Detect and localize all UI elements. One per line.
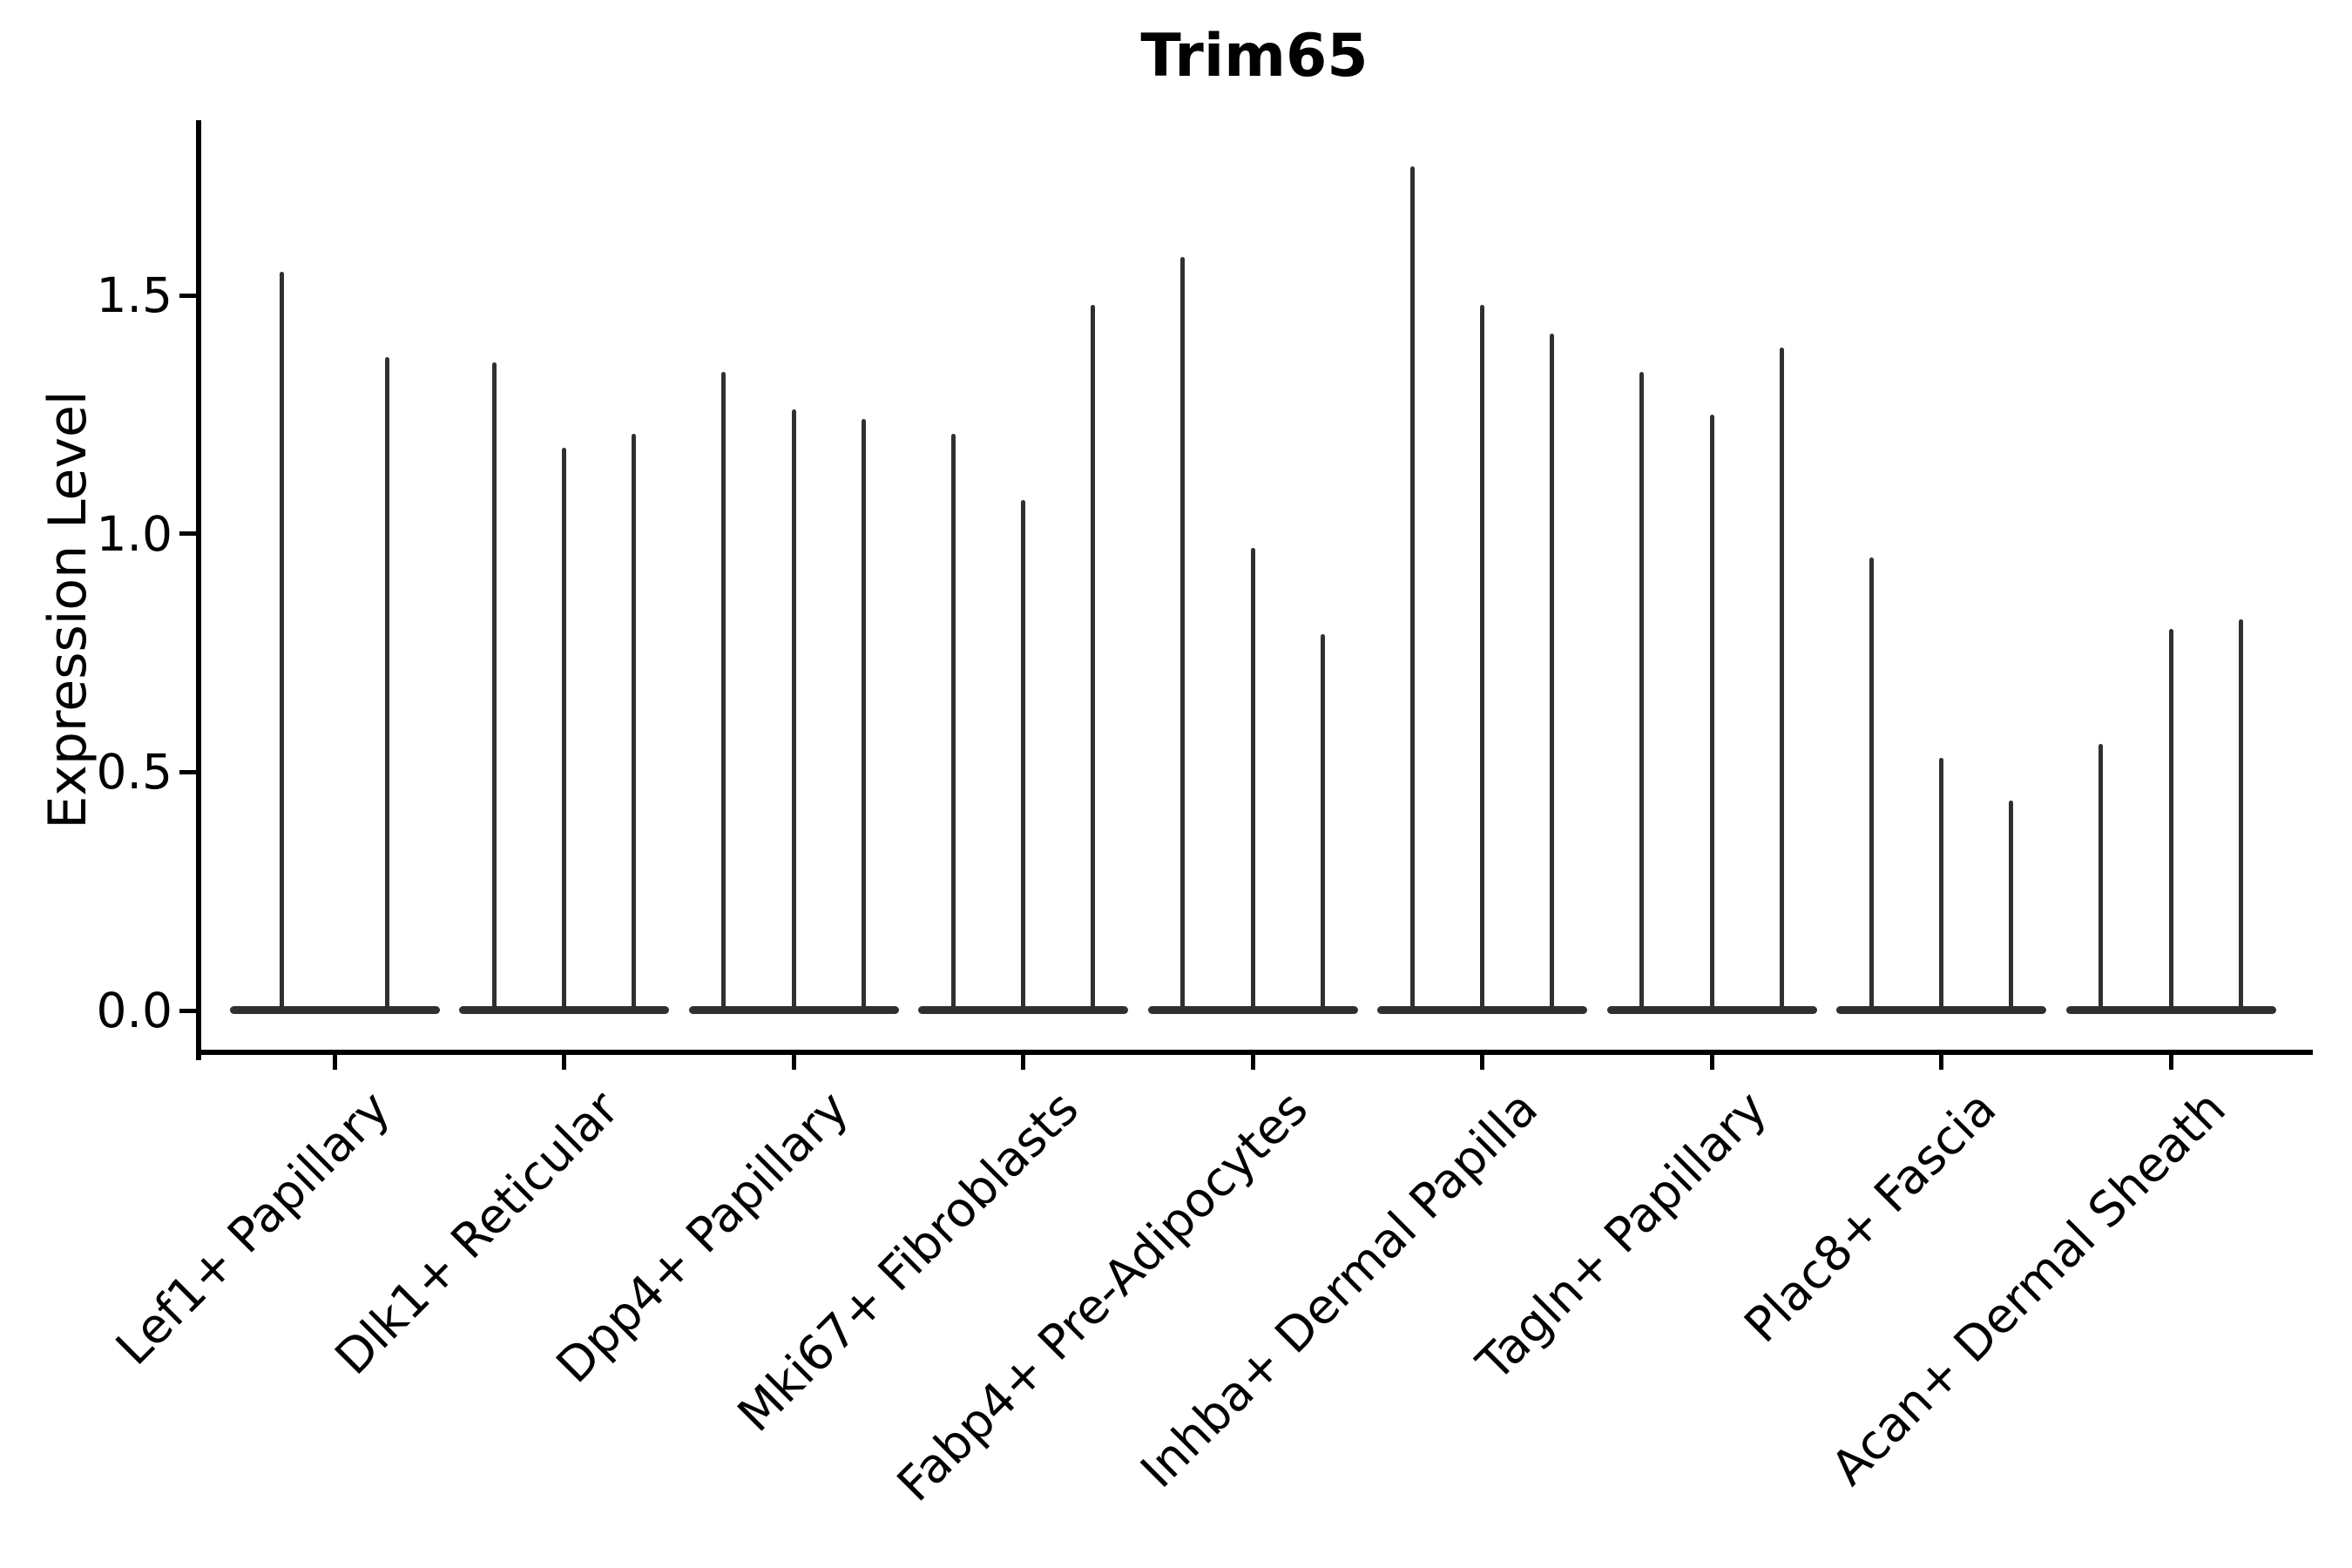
y-tick-mark bbox=[179, 293, 196, 298]
violin-max-spike bbox=[491, 362, 497, 1012]
x-axis-spine bbox=[196, 1050, 2313, 1055]
y-tick-mark bbox=[179, 769, 196, 774]
violin-max-spike bbox=[791, 409, 796, 1012]
y-tick-mark bbox=[179, 531, 196, 537]
violin-max-spike bbox=[861, 419, 866, 1012]
violin-max-spike bbox=[721, 371, 727, 1012]
violin-max-spike bbox=[2238, 619, 2243, 1012]
violin-max-spike bbox=[1779, 348, 1784, 1012]
violin-max-spike bbox=[1409, 166, 1415, 1012]
violin-max-spike bbox=[1021, 500, 1025, 1012]
violin-max-spike bbox=[1869, 558, 1874, 1012]
x-tick-label: Acan+ Dermal Sheath bbox=[1821, 1080, 2237, 1497]
violin-max-spike bbox=[1709, 414, 1714, 1012]
violin-max-spike bbox=[562, 448, 566, 1012]
violin-max-spike bbox=[1639, 371, 1645, 1012]
violin-max-spike bbox=[1550, 333, 1555, 1012]
plot-title: Trim65 bbox=[1140, 22, 1369, 91]
violin-max-spike bbox=[1320, 633, 1325, 1012]
violin-max-spike bbox=[950, 433, 956, 1012]
y-tick-mark bbox=[179, 1008, 196, 1013]
y-tick-label: 1.0 bbox=[96, 505, 172, 562]
x-tick-mark bbox=[2168, 1055, 2173, 1070]
violin-body-baseline bbox=[229, 1006, 440, 1014]
violin-max-spike bbox=[280, 271, 285, 1012]
violin-max-spike bbox=[1250, 548, 1255, 1012]
x-tick-mark bbox=[562, 1055, 566, 1070]
y-tick-label: 0.0 bbox=[96, 983, 172, 1038]
x-tick-label: Inhba+ Dermal Papilla bbox=[1129, 1080, 1548, 1499]
violin-max-spike bbox=[1091, 304, 1096, 1012]
x-tick-label: Fabp4+ Pre-Adipocytes bbox=[886, 1080, 1319, 1512]
violin-max-spike bbox=[2168, 629, 2173, 1012]
x-tick-mark bbox=[332, 1055, 337, 1070]
y-tick-label: 0.5 bbox=[96, 744, 172, 801]
x-tick-mark bbox=[1939, 1055, 1943, 1070]
x-tick-mark bbox=[1021, 1055, 1025, 1070]
violin-max-spike bbox=[2099, 743, 2104, 1012]
x-tick-mark bbox=[1480, 1055, 1484, 1070]
x-tick-mark bbox=[1250, 1055, 1255, 1070]
violin-max-spike bbox=[384, 357, 389, 1012]
x-tick-mark bbox=[1709, 1055, 1714, 1070]
y-axis-label: Expression Level bbox=[37, 390, 98, 829]
y-axis-spine bbox=[196, 120, 201, 1060]
violin-max-spike bbox=[1180, 257, 1186, 1012]
violin-max-spike bbox=[1480, 304, 1484, 1012]
x-tick-mark bbox=[791, 1055, 796, 1070]
violin-max-spike bbox=[2009, 801, 2014, 1012]
y-tick-label: 1.5 bbox=[96, 267, 172, 324]
violin-max-spike bbox=[1939, 757, 1943, 1012]
violin-max-spike bbox=[632, 433, 637, 1012]
